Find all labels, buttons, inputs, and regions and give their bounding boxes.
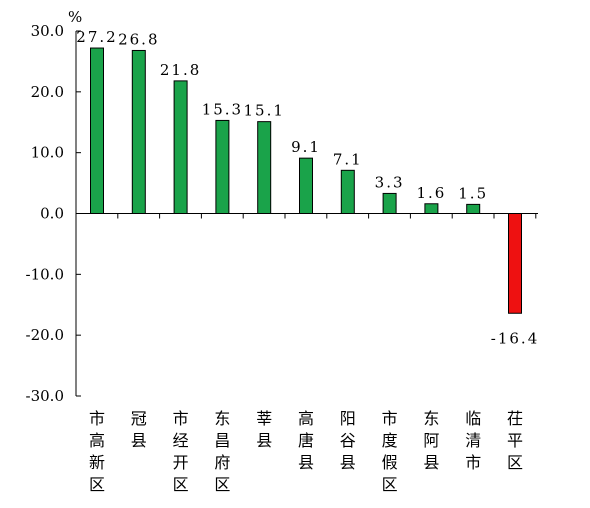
bar <box>424 203 439 214</box>
axes: 30.0 20.0 10.0 0.0 -10.0 -20.0 -30.0 <box>26 22 538 405</box>
data-label: 9.1 <box>291 138 321 156</box>
category-label: 阳谷县 <box>340 409 356 472</box>
labels: % 27.2 市高新区 26.8 冠县 21.8 市经开区 15.3 东昌府区 15.1 莘县 9.1… <box>68 8 539 494</box>
category-label: 市度假区 <box>382 409 398 494</box>
y-tick-label: -10.0 <box>26 265 64 283</box>
data-label: 27.2 <box>76 28 117 46</box>
data-label: -16.4 <box>491 329 539 347</box>
y-tick-label: -20.0 <box>26 326 64 344</box>
data-label: 15.1 <box>243 102 284 120</box>
bar <box>299 157 313 214</box>
category-label: 市经开区 <box>173 409 189 494</box>
data-label: 15.3 <box>202 100 243 118</box>
data-label: 1.6 <box>416 184 446 202</box>
y-tick-label: 30.0 <box>31 22 64 40</box>
category-label: 东昌府区 <box>214 409 230 494</box>
bar <box>340 169 355 214</box>
data-label: 1.5 <box>458 184 488 202</box>
bar <box>382 192 397 215</box>
data-label: 26.8 <box>118 30 159 48</box>
y-tick-label: 10.0 <box>31 144 64 162</box>
data-label: 7.1 <box>333 150 363 168</box>
unit-label: % <box>68 8 82 26</box>
category-label: 冠县 <box>131 409 147 450</box>
bar <box>131 49 146 215</box>
y-tick-label: 20.0 <box>31 83 64 101</box>
bar <box>215 119 230 214</box>
bar <box>90 47 104 214</box>
bar <box>508 213 522 314</box>
category-label: 莘县 <box>256 409 272 450</box>
data-label: 3.3 <box>375 173 405 191</box>
bars <box>90 47 522 314</box>
category-label: 高唐县 <box>298 409 314 472</box>
bar <box>173 80 188 214</box>
y-tick-label: 0.0 <box>40 205 64 223</box>
data-label: 21.8 <box>160 61 201 79</box>
y-tick-label: -30.0 <box>26 387 64 405</box>
category-label: 市高新区 <box>89 409 105 494</box>
bar <box>466 203 481 214</box>
category-label: 东阿县 <box>423 409 439 472</box>
category-label: 茌平区 <box>507 409 523 472</box>
category-label: 临清市 <box>465 409 481 472</box>
bar <box>257 121 272 214</box>
